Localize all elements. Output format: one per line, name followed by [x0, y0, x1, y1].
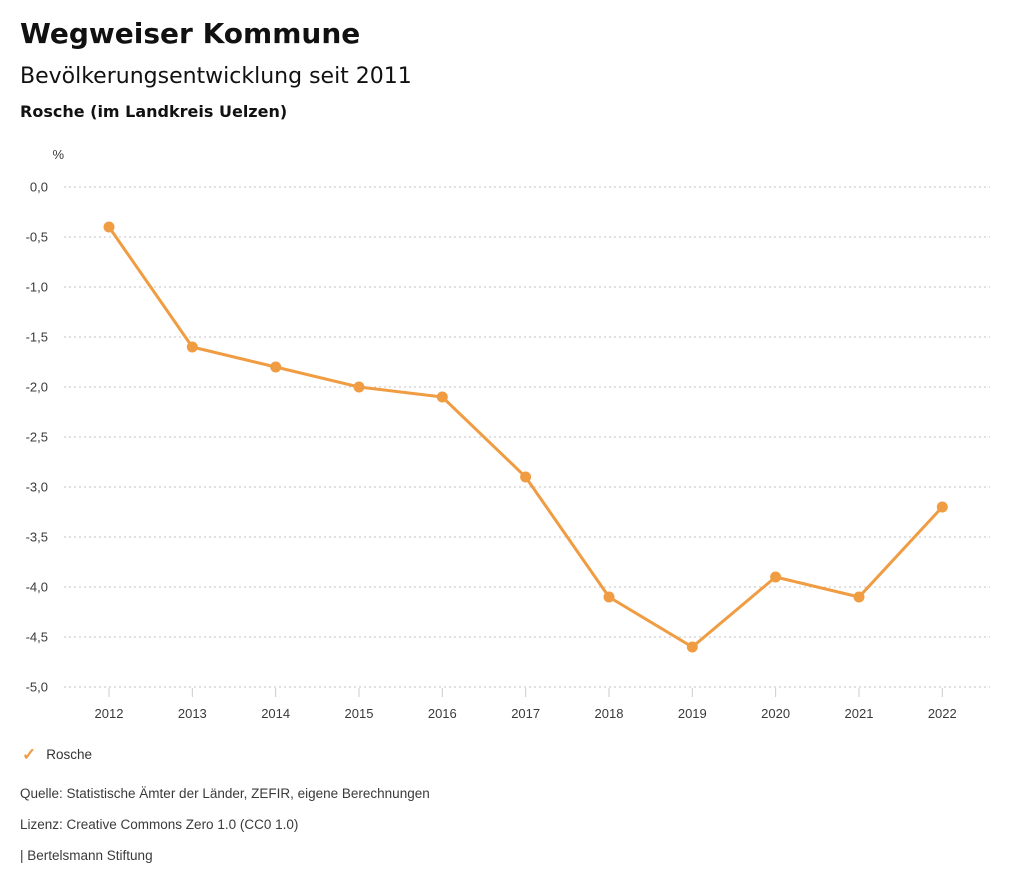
legend-label: Rosche	[46, 746, 93, 762]
x-axis-label: 2021	[845, 706, 874, 721]
chart-point-2016[interactable]	[436, 391, 448, 403]
x-axis-label: 2016	[428, 706, 457, 721]
x-axis-label: 2019	[678, 706, 707, 721]
license-text: Lizenz: Creative Commons Zero 1.0 (CC0 1…	[20, 817, 299, 832]
x-axis-label: 2012	[95, 706, 124, 721]
chart-point-2018[interactable]	[603, 591, 615, 603]
check-icon: ✓	[22, 744, 37, 764]
chart-point-2012[interactable]	[103, 221, 115, 233]
y-axis-label: -2,5	[26, 430, 48, 445]
source-text: Quelle: Statistische Ämter der Länder, Z…	[20, 786, 430, 801]
y-axis-label: -1,5	[26, 330, 48, 345]
y-axis-label: -1,0	[26, 280, 48, 295]
x-axis-label: 2020	[761, 706, 790, 721]
y-axis-label: -2,0	[26, 380, 48, 395]
line-chart: 0,0 -0,5 -1,0 -1,5 -2,0 -2,5 -3,0 -3,5 -4,0 -4,5 -…	[26, 147, 990, 721]
y-axis-label: -3,5	[26, 530, 48, 545]
x-axis-label: 2022	[928, 706, 957, 721]
page-title: Wegweiser Kommune	[20, 17, 361, 50]
x-axis-label: 2017	[511, 706, 540, 721]
y-axis-label: -4,0	[26, 580, 48, 595]
chart-point-2015[interactable]	[353, 381, 365, 393]
chart-point-2019[interactable]	[686, 641, 698, 653]
y-axis-unit-label: %	[52, 147, 64, 162]
y-axis-label: -4,5	[26, 630, 48, 645]
chart-point-2013[interactable]	[186, 341, 198, 353]
y-axis-label: -5,0	[26, 680, 48, 695]
x-axis-label: 2018	[595, 706, 624, 721]
chart-point-2021[interactable]	[853, 591, 865, 603]
header: Wegweiser Kommune Bevölkerungsentwicklun…	[20, 17, 412, 122]
x-axis-label: 2014	[261, 706, 290, 721]
chart-subtitle: Bevölkerungsentwicklung seit 2011	[20, 64, 412, 90]
x-axis-label: 2015	[345, 706, 374, 721]
chart-region-label: Rosche (im Landkreis Uelzen)	[20, 102, 288, 122]
y-axis-label: 0,0	[30, 180, 48, 195]
y-axis-label: -3,0	[26, 480, 48, 495]
legend-item-rosche[interactable]: ✓ Rosche	[22, 744, 92, 764]
chart-point-2017[interactable]	[520, 471, 532, 483]
chart-point-2014[interactable]	[270, 361, 282, 373]
chart-point-2020[interactable]	[770, 571, 782, 583]
y-axis-label: -0,5	[26, 230, 48, 245]
attribution-text: | Bertelsmann Stiftung	[20, 848, 153, 863]
chart-point-2022[interactable]	[936, 501, 948, 513]
x-axis-label: 2013	[178, 706, 207, 721]
